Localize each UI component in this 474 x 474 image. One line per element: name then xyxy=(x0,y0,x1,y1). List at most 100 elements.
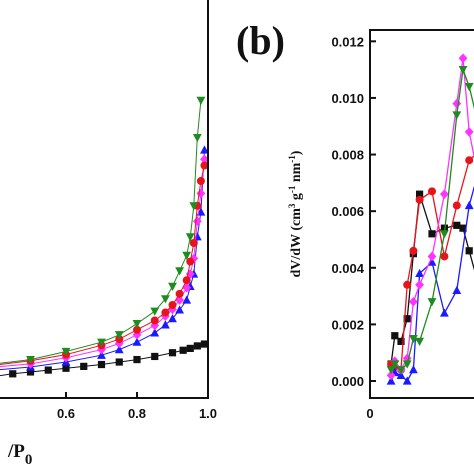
panel-b-point-green xyxy=(396,366,406,375)
panel-a-point-black xyxy=(44,366,52,374)
panel-b-point-blue xyxy=(409,365,418,374)
panel-a-point-black xyxy=(179,346,187,354)
panel-b-point-red xyxy=(403,280,412,289)
panel-a-series-red xyxy=(0,161,209,365)
panel-a-point-magenta xyxy=(189,253,199,264)
panel-a-series-line-blue xyxy=(0,149,205,371)
panel-b-y-tick-label: 0.008 xyxy=(331,148,364,163)
panel-a-point-black xyxy=(200,340,209,348)
panel-a-x-axis: 0.6 0.8 1.0 xyxy=(57,392,217,421)
panel-b-series-line-green xyxy=(390,69,474,371)
panel-a-point-green xyxy=(185,233,195,242)
panel-a-point-black xyxy=(186,344,194,352)
panel-b-point-red xyxy=(465,156,474,165)
panel-b-series-magenta xyxy=(386,53,474,381)
panel-b-y-tick-label: 0.010 xyxy=(331,91,364,106)
panel-b-point-black xyxy=(459,224,467,232)
panel-b-series-line-red xyxy=(390,154,474,371)
panel-a-point-green xyxy=(168,282,177,291)
panel-b-point-magenta xyxy=(452,98,462,109)
panel-a-point-blue xyxy=(175,305,184,314)
panel-a-point-black xyxy=(168,349,177,357)
panel-b-y-tick-label: 0.002 xyxy=(331,317,364,332)
panel-a-point-red xyxy=(133,325,141,334)
panel-a-point-green xyxy=(196,96,206,105)
panel-a-point-red xyxy=(182,276,191,285)
panel-a-point-magenta xyxy=(97,344,106,355)
panel-b-pore-size-plot: (b) 0.000 0.002 0.004 0.006 0.008 0.010 0.012 0… xyxy=(236,18,474,421)
panel-a-point-green xyxy=(175,267,184,276)
panel-b-point-green xyxy=(390,360,400,369)
panel-a-point-red xyxy=(186,257,195,266)
panel-b-point-black xyxy=(416,190,424,198)
panel-a-point-blue xyxy=(150,328,160,337)
panel-a-point-green xyxy=(189,202,199,211)
panel-b-series-green xyxy=(386,66,474,375)
panel-b-point-blue xyxy=(464,200,474,210)
panel-b-point-black xyxy=(403,315,411,323)
panel-a-point-red xyxy=(189,239,198,247)
panel-a-series-layer xyxy=(0,96,209,378)
panel-a-point-black xyxy=(26,368,35,376)
panel-b-point-blue xyxy=(415,268,424,278)
panel-a-point-blue xyxy=(192,232,202,241)
panel-a-point-black xyxy=(97,360,106,369)
panel-a-isotherm-plot: 0.6 0.8 1.0 /P0 xyxy=(0,0,217,468)
panel-a-point-blue xyxy=(114,345,124,354)
panel-b-point-magenta xyxy=(386,370,396,381)
panel-b-point-green xyxy=(409,334,418,344)
panel-a-point-green xyxy=(161,295,170,304)
panel-a-series-line-green xyxy=(0,100,202,364)
panel-a-point-black xyxy=(151,352,159,361)
panel-a-point-red xyxy=(161,308,170,317)
panel-a-x-tick-label: 0.8 xyxy=(128,406,146,421)
panel-a-point-blue xyxy=(182,295,192,304)
panel-b-point-black xyxy=(391,332,399,340)
panel-a-x-tick-label: 1.0 xyxy=(199,406,217,421)
panel-b-point-blue xyxy=(386,376,396,385)
panel-b-x-tick-label: 0 xyxy=(366,406,373,421)
panel-b-point-blue xyxy=(427,257,437,266)
panel-a-x-axis-label: /P0 xyxy=(7,441,32,468)
panel-a-point-black xyxy=(80,362,88,370)
panel-b-point-red xyxy=(440,252,449,261)
panel-a-point-blue xyxy=(161,320,170,329)
panel-b-point-blue xyxy=(440,308,449,317)
panel-b-point-magenta xyxy=(427,251,437,262)
panel-a-point-green xyxy=(192,134,202,143)
panel-b-series-line-magenta xyxy=(390,58,474,376)
panel-a-point-green xyxy=(61,347,71,357)
panel-a-point-red xyxy=(150,316,159,325)
panel-b-y-axis-label: dV/dW (cm3 g-1 nm-1) xyxy=(287,150,304,277)
panel-b-series-layer xyxy=(386,53,474,385)
panel-a-point-green xyxy=(26,355,35,365)
panel-a-point-magenta xyxy=(192,216,202,227)
panel-b-point-green xyxy=(458,66,468,75)
panel-a-point-blue xyxy=(168,314,177,323)
panel-b-point-green xyxy=(452,111,462,120)
panel-b-point-green xyxy=(415,337,424,346)
panel-a-point-black xyxy=(193,342,201,350)
panel-b-point-black xyxy=(465,247,473,255)
panel-a-point-magenta xyxy=(182,282,192,293)
panel-a-point-green xyxy=(182,251,192,260)
panel-b-point-red xyxy=(428,187,436,196)
panel-b-y-tick-label: 0.004 xyxy=(331,261,364,276)
panel-b-point-black xyxy=(453,221,461,229)
panel-b-y-tick-label: 0.000 xyxy=(331,374,364,389)
panel-a-point-red xyxy=(175,289,184,298)
panel-a-point-green xyxy=(114,331,124,340)
panel-b-point-green xyxy=(464,83,474,92)
panel-b-point-black xyxy=(397,337,405,345)
panel-a-point-green xyxy=(150,307,160,316)
panel-a-point-black xyxy=(133,355,141,364)
panel-a-series-blue xyxy=(0,145,209,371)
panel-b-point-magenta xyxy=(458,53,468,64)
panel-a-x-tick-label: 0.6 xyxy=(57,406,75,421)
panel-b-point-magenta xyxy=(409,296,418,307)
panel-b-point-green xyxy=(440,230,449,239)
panel-b-point-magenta xyxy=(440,189,449,199)
panel-a-series-green xyxy=(0,96,206,365)
